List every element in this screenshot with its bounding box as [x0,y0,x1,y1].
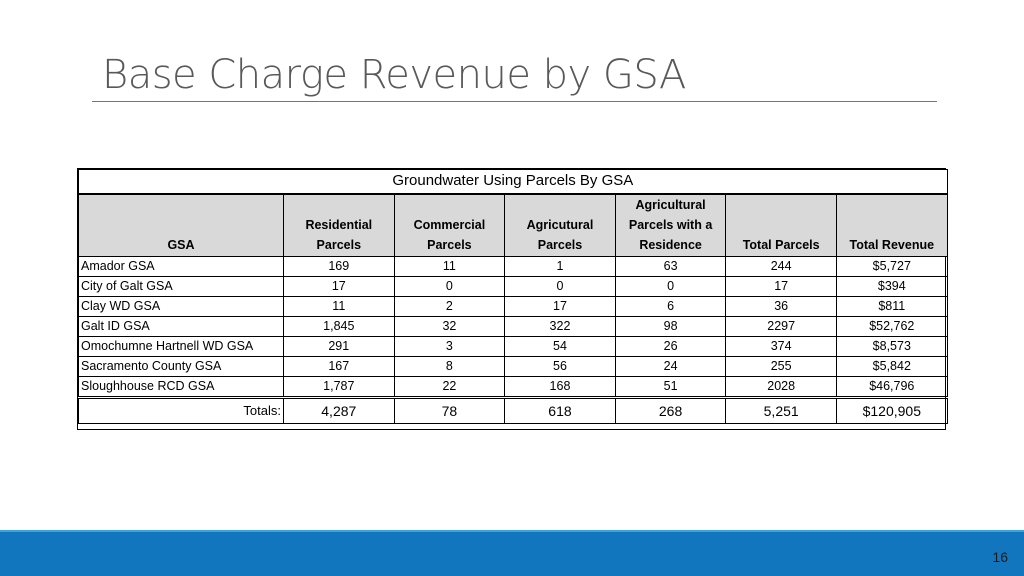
table-cell: 26 [614,336,727,357]
table-cell: 0 [504,276,616,297]
gsa-name-cell: Amador GSA [78,256,284,277]
header-total-parcels: Total Parcels [725,193,837,257]
table-row: Sloughhouse RCD GSA 1,787 22 168 51 2028… [78,376,948,398]
header-line: Parcels [537,238,583,252]
table-cell: 63 [614,256,727,277]
header-line: Parcels [427,238,472,252]
table-row: Galt ID GSA 1,845 32 322 98 2297 $52,762 [78,316,948,337]
header-residential-parcels: Residential Parcels [283,193,395,257]
total-agricultural: 618 [504,396,616,424]
table-cell: 17 [504,296,616,317]
header-line: Total Parcels [742,238,820,252]
total-residential: 4,287 [283,396,395,424]
table-row: Amador GSA 169 11 1 63 244 $5,727 [78,256,948,277]
table-cell: 6 [614,296,727,317]
header-commercial-parcels: Commercial Parcels [393,193,506,257]
table-cell: 22 [393,376,506,398]
table-cell: $394 [835,276,948,297]
table-cell: 255 [725,356,837,377]
header-line: Parcels with a [628,218,713,232]
table-cell: $811 [835,296,948,317]
total-agricultural-residence: 268 [614,396,727,424]
table-cell: 54 [504,336,616,357]
table-cell: $52,762 [835,316,948,337]
table-cell: 17 [283,276,395,297]
parcels-table: Groundwater Using Parcels By GSA GSA Res… [78,169,948,424]
table-cell: 1 [504,256,616,277]
table-cell: 0 [614,276,727,297]
table-row: Sacramento County GSA 167 8 56 24 255 $5… [78,356,948,377]
footer-band [0,532,1024,576]
gsa-name-cell: City of Galt GSA [78,276,284,297]
table-row: City of Galt GSA 17 0 0 0 17 $394 [78,276,948,297]
table-cell: 291 [283,336,395,357]
header-line: GSA [167,238,195,252]
slide-title: Base Charge Revenue by GSA [102,52,686,98]
table-cell: 24 [614,356,727,377]
table-cell: 244 [725,256,837,277]
title-underline [92,101,937,102]
table-cell: 374 [725,336,837,357]
header-line: Residence [639,238,702,252]
table-cell: 168 [504,376,616,398]
header-line: Agricutural [526,218,594,232]
table-cell: 167 [283,356,395,377]
table-cell: 322 [504,316,616,337]
table-row: Clay WD GSA 11 2 17 6 36 $811 [78,296,948,317]
table-cell: 2028 [725,376,837,398]
header-line: Commercial [413,218,486,232]
gsa-name-cell: Clay WD GSA [78,296,284,317]
table-cell: 1,845 [283,316,395,337]
table-cell: 17 [725,276,837,297]
table-cell: 8 [393,356,506,377]
table-cell: 169 [283,256,395,277]
totals-label: Totals: [78,396,284,424]
table-cell: 36 [725,296,837,317]
table-cell: 11 [393,256,506,277]
gsa-name-cell: Sloughhouse RCD GSA [78,376,284,398]
table-cell: 51 [614,376,727,398]
table-cell: 1,787 [283,376,395,398]
header-line: Total Revenue [849,238,935,252]
total-parcels: 5,251 [725,396,837,424]
parcels-table-container: Groundwater Using Parcels By GSA GSA Res… [77,168,948,430]
gsa-name-cell: Sacramento County GSA [78,356,284,377]
header-line: Parcels [316,238,362,252]
table-cell: 98 [614,316,727,337]
table-header-row: GSA Residential Parcels Commercial Parcels… [78,193,948,257]
gsa-name-cell: Omochumne Hartnell WD GSA [78,336,284,357]
header-agricultural-parcels: Agricutural Parcels [504,193,616,257]
table-cell: $46,796 [835,376,948,398]
total-revenue: $120,905 [835,396,948,424]
table-caption: Groundwater Using Parcels By GSA [78,169,948,195]
table-cell: 0 [393,276,506,297]
totals-row: Totals: 4,287 78 618 268 5,251 $120,905 [78,396,948,424]
table-cell: $5,727 [835,256,948,277]
table-cell: $8,573 [835,336,948,357]
table-cell: 2 [393,296,506,317]
header-line: Agricultural [635,198,706,212]
header-line: Residential [305,218,373,232]
table-row: Omochumne Hartnell WD GSA 291 3 54 26 37… [78,336,948,357]
gsa-name-cell: Galt ID GSA [78,316,284,337]
header-total-revenue: Total Revenue [835,193,948,257]
header-agricultural-residence: Agricultural Parcels with a Residence [614,193,727,257]
header-gsa: GSA [78,193,284,257]
page-number: 16 [992,549,1008,565]
table-cell: $5,842 [835,356,948,377]
table-cell: 2297 [725,316,837,337]
table-cell: 11 [283,296,395,317]
table-caption-row: Groundwater Using Parcels By GSA [78,169,948,195]
total-commercial: 78 [393,396,506,424]
table-cell: 32 [393,316,506,337]
table-cell: 3 [393,336,506,357]
table-cell: 56 [504,356,616,377]
